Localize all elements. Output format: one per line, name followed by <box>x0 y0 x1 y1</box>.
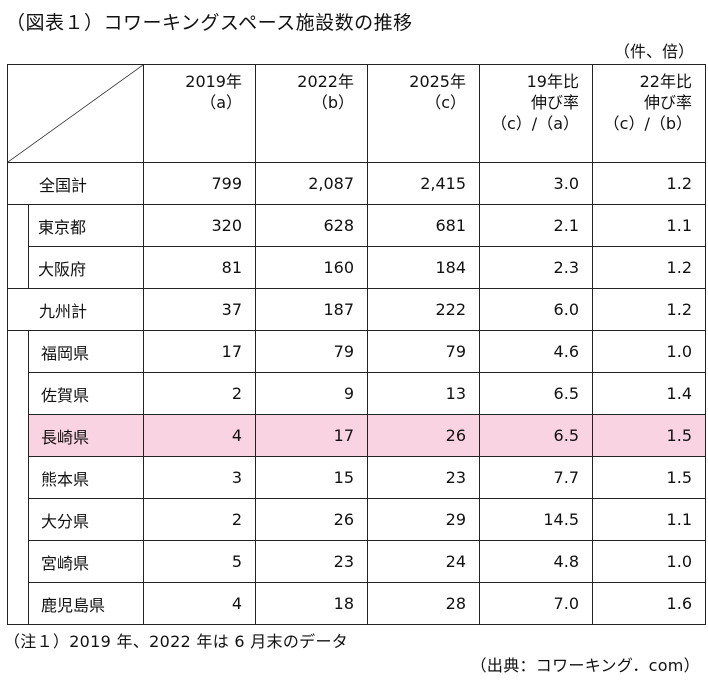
indent-cell <box>7 414 29 457</box>
cell-growth-19: 6.0 <box>479 288 593 331</box>
indent-cell <box>7 582 29 625</box>
cell-2025: 184 <box>367 246 480 289</box>
cell-growth-19: 4.8 <box>479 540 593 583</box>
row-label: 佐賀県 <box>28 372 144 415</box>
cell-2025: 23 <box>367 456 480 499</box>
table-row-fukuoka: 福岡県 17 79 79 4.6 1.0 <box>7 330 706 373</box>
cell-2022: 18 <box>255 582 368 625</box>
cell-growth-19: 6.5 <box>479 372 593 415</box>
cell-2025: 79 <box>367 330 480 373</box>
cell-2025: 681 <box>367 204 480 247</box>
cell-2025: 222 <box>367 288 480 331</box>
cell-growth-19: 14.5 <box>479 498 593 541</box>
cell-growth-22: 1.2 <box>592 162 706 205</box>
unit-label: （件、倍） <box>613 42 694 61</box>
table-row-kumamoto: 熊本県 3 15 23 7.7 1.5 <box>7 456 706 499</box>
indent-cell <box>7 204 29 247</box>
cell-2019: 3 <box>143 456 256 499</box>
cell-growth-19: 7.7 <box>479 456 593 499</box>
cell-2025: 13 <box>367 372 480 415</box>
cell-2022: 23 <box>255 540 368 583</box>
source-credit: （出典：コワーキング．com） <box>470 656 700 675</box>
row-label: 大分県 <box>28 498 144 541</box>
header-growth-22: 22年比 伸び率 （c）/（b） <box>592 64 706 163</box>
facility-count-table: 2019年 （a） 2022年 （b） 2025年 （c） 19年比 伸び率 （c）/（a… <box>7 64 706 625</box>
cell-growth-22: 1.6 <box>592 582 706 625</box>
table-row-kyushu: 九州計 37 187 222 6.0 1.2 <box>7 288 706 331</box>
cell-2022: 160 <box>255 246 368 289</box>
cell-growth-22: 1.5 <box>592 456 706 499</box>
cell-2019: 4 <box>143 582 256 625</box>
cell-growth-19: 4.6 <box>479 330 593 373</box>
cell-growth-22: 1.1 <box>592 204 706 247</box>
cell-2022: 628 <box>255 204 368 247</box>
cell-2025: 2,415 <box>367 162 480 205</box>
row-label: 長崎県 <box>28 414 144 457</box>
row-label: 全国計 <box>7 162 144 205</box>
row-label: 九州計 <box>7 288 144 331</box>
table-row-tokyo: 東京都 320 628 681 2.1 1.1 <box>7 204 706 247</box>
header-2025: 2025年 （c） <box>367 64 480 163</box>
header-2022: 2022年 （b） <box>255 64 368 163</box>
cell-growth-19: 7.0 <box>479 582 593 625</box>
indent-cell <box>7 246 29 289</box>
cell-growth-19: 6.5 <box>479 414 593 457</box>
cell-2022: 9 <box>255 372 368 415</box>
cell-2019: 320 <box>143 204 256 247</box>
cell-2019: 5 <box>143 540 256 583</box>
cell-2022: 2,087 <box>255 162 368 205</box>
row-label: 東京都 <box>28 204 144 247</box>
cell-growth-22: 1.4 <box>592 372 706 415</box>
cell-2019: 2 <box>143 372 256 415</box>
cell-growth-22: 1.0 <box>592 540 706 583</box>
cell-growth-19: 2.1 <box>479 204 593 247</box>
cell-2019: 17 <box>143 330 256 373</box>
cell-2022: 15 <box>255 456 368 499</box>
cell-2019: 37 <box>143 288 256 331</box>
cell-growth-22: 1.1 <box>592 498 706 541</box>
cell-growth-19: 3.0 <box>479 162 593 205</box>
header-row: 2019年 （a） 2022年 （b） 2025年 （c） 19年比 伸び率 （c）/（a… <box>7 64 706 163</box>
indent-cell <box>7 540 29 583</box>
cell-2022: 79 <box>255 330 368 373</box>
indent-cell <box>7 330 29 373</box>
cell-growth-22: 1.0 <box>592 330 706 373</box>
cell-2025: 28 <box>367 582 480 625</box>
cell-2025: 24 <box>367 540 480 583</box>
table-row-osaka: 大阪府 81 160 184 2.3 1.2 <box>7 246 706 289</box>
header-2019: 2019年 （a） <box>143 64 256 163</box>
cell-2019: 799 <box>143 162 256 205</box>
indent-cell <box>7 372 29 415</box>
indent-cell <box>7 498 29 541</box>
table-row-oita: 大分県 2 26 29 14.5 1.1 <box>7 498 706 541</box>
cell-growth-22: 1.2 <box>592 246 706 289</box>
table-row-national: 全国計 799 2,087 2,415 3.0 1.2 <box>7 162 706 205</box>
cell-growth-19: 2.3 <box>479 246 593 289</box>
cell-2025: 29 <box>367 498 480 541</box>
cell-growth-22: 1.5 <box>592 414 706 457</box>
footnote: （注１）2019 年、2022 年は 6 月末のデータ <box>4 632 349 651</box>
row-label: 宮崎県 <box>28 540 144 583</box>
row-label: 熊本県 <box>28 456 144 499</box>
row-label: 福岡県 <box>28 330 144 373</box>
cell-2022: 187 <box>255 288 368 331</box>
cell-2025: 26 <box>367 414 480 457</box>
table-row-nagasaki-highlighted: 長崎県 4 17 26 6.5 1.5 <box>7 414 706 457</box>
cell-growth-22: 1.2 <box>592 288 706 331</box>
cell-2022: 17 <box>255 414 368 457</box>
row-label: 鹿児島県 <box>28 582 144 625</box>
table-title: （図表１）コワーキングスペース施設数の推移 <box>6 12 413 34</box>
table-row-saga: 佐賀県 2 9 13 6.5 1.4 <box>7 372 706 415</box>
header-growth-19: 19年比 伸び率 （c）/（a） <box>479 64 593 163</box>
cell-2019: 4 <box>143 414 256 457</box>
corner-cell <box>7 64 144 163</box>
cell-2022: 26 <box>255 498 368 541</box>
indent-cell <box>7 456 29 499</box>
corner-diagonal <box>8 65 143 162</box>
table-row-kagoshima: 鹿児島県 4 18 28 7.0 1.6 <box>7 582 706 625</box>
cell-2019: 2 <box>143 498 256 541</box>
row-label: 大阪府 <box>28 246 144 289</box>
table-row-miyazaki: 宮崎県 5 23 24 4.8 1.0 <box>7 540 706 583</box>
cell-2019: 81 <box>143 246 256 289</box>
